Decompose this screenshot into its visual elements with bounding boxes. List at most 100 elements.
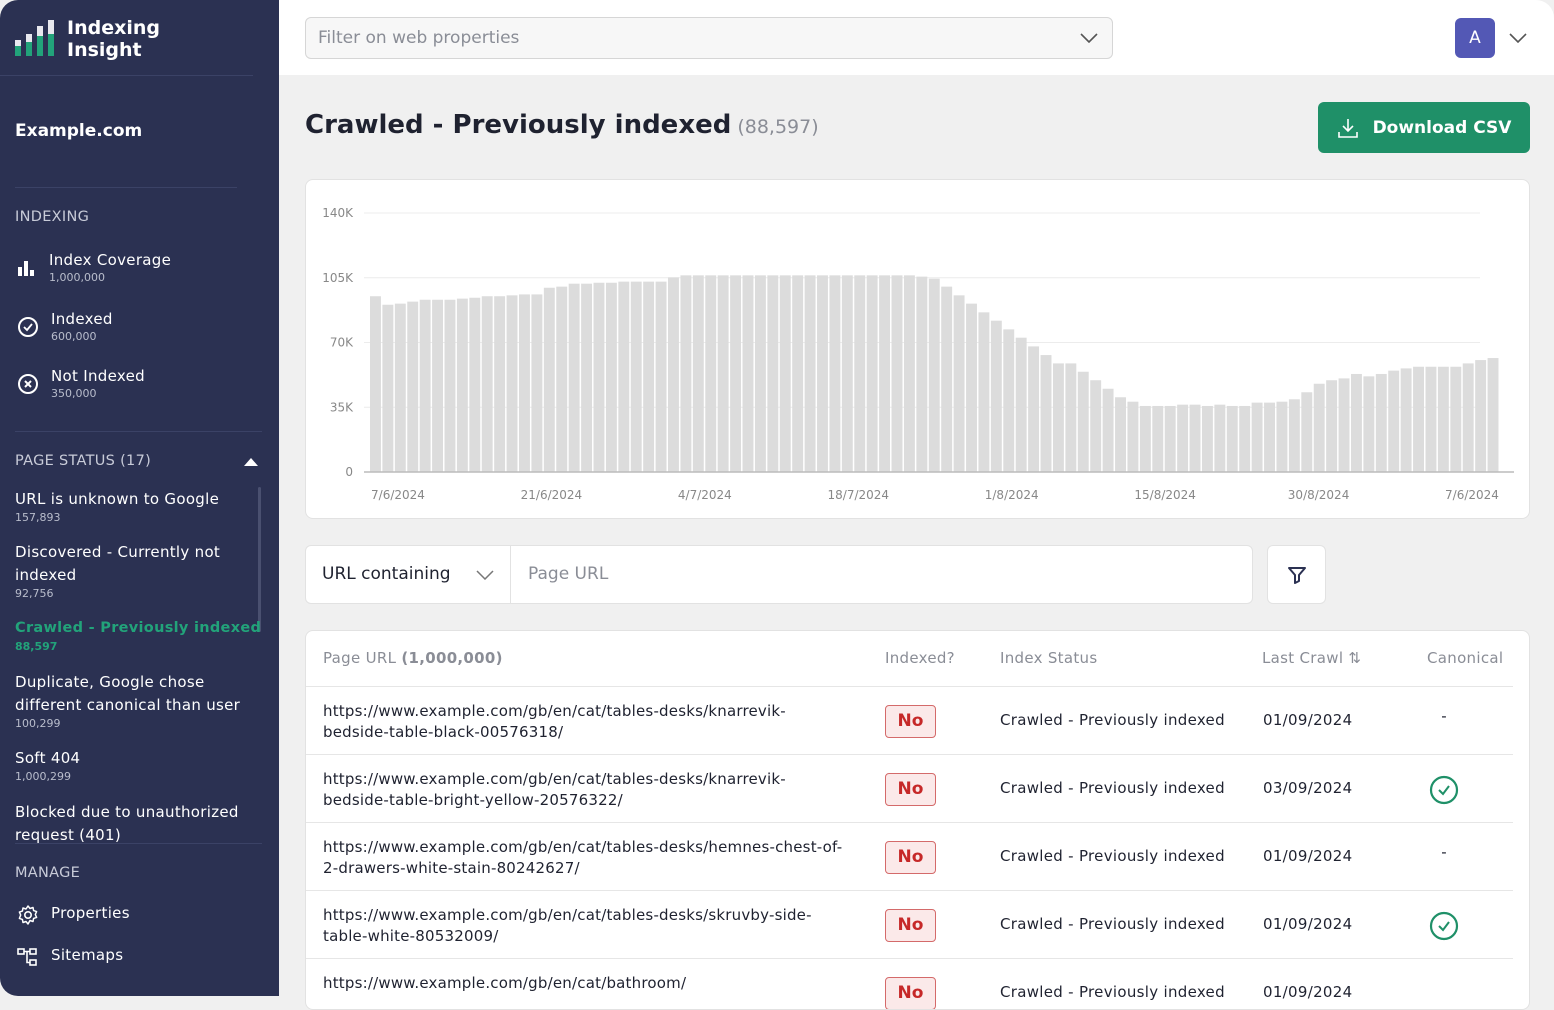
divider [0,75,253,76]
bar [1450,366,1462,472]
bar [953,295,965,472]
page-status-item[interactable]: Soft 404 1,000,299 [15,747,255,783]
nav-properties[interactable]: Properties [17,904,130,926]
x-tick-label: 7/6/2024 [1445,488,1499,502]
table-row[interactable]: https://www.example.com/gb/en/cat/bathro… [306,958,1513,1009]
scrollbar[interactable] [258,487,261,632]
last-crawl: 01/09/2024 [1263,983,1353,1001]
y-tick-label: 70K [330,336,354,350]
bar [879,275,891,472]
bar [630,281,642,472]
bar [1462,363,1474,472]
bar [1400,368,1412,472]
bar [767,275,779,472]
apply-filter-button[interactable] [1267,545,1326,604]
table-row[interactable]: https://www.example.com/gb/en/cat/tables… [306,890,1513,958]
page-status-item[interactable]: URL is unknown to Google 157,893 [15,488,255,524]
status-label: URL is unknown to Google [15,490,220,508]
page-status-item[interactable]: Discovered - Currently not indexed 92,756 [15,541,255,600]
bar [866,275,878,472]
x-tick-label: 30/8/2024 [1288,488,1350,502]
bar [1326,380,1338,472]
canonical [1426,775,1462,809]
property-name[interactable]: Example.com [15,121,143,141]
bar [1363,376,1375,472]
bar [432,299,444,472]
bar [742,275,754,472]
title-count: (88,597) [737,116,819,138]
bar [730,275,742,472]
download-csv-button[interactable]: Download CSV [1318,102,1530,153]
bar [444,299,456,472]
logo[interactable]: Indexing Insight [15,17,160,61]
bar [618,281,630,472]
bar [394,303,406,472]
bar [481,296,493,472]
bar [1388,370,1400,472]
page-url[interactable]: https://www.example.com/gb/en/cat/tables… [323,770,786,809]
table-row[interactable]: https://www.example.com/gb/en/cat/tables… [306,686,1513,754]
divider [15,843,262,844]
caret-up-icon[interactable] [244,457,258,466]
bar [1276,401,1288,472]
nav-indexed[interactable]: Indexed 600,000 [17,310,113,343]
gear-icon [17,904,39,926]
url-match-select[interactable]: URL containing [305,545,511,604]
page-status-item-active[interactable]: Crawled - Previously indexed 88,597 [15,617,265,653]
col-index-status[interactable]: Index Status [1000,649,1098,667]
last-crawl: 01/09/2024 [1263,711,1353,729]
bar [990,320,1002,472]
avatar[interactable]: A [1455,18,1495,58]
nav-label: Not Indexed [51,367,145,385]
page-status-item[interactable]: Duplicate, Google chose different canoni… [15,671,255,730]
table-row[interactable]: https://www.example.com/gb/en/cat/tables… [306,822,1513,890]
x-tick-label: 15/8/2024 [1134,488,1196,502]
x-tick-label: 4/7/2024 [678,488,732,502]
page-url[interactable]: https://www.example.com/gb/en/cat/tables… [323,906,812,945]
chevron-down-icon[interactable] [1509,33,1527,43]
bar [941,286,953,472]
bar-chart-icon [15,257,37,279]
status-count: 1,000,299 [15,770,71,783]
sort-icon[interactable]: ⇅ [1348,649,1362,667]
sitemap-icon [17,946,39,968]
col-last-crawl[interactable]: Last Crawl ⇅ [1262,649,1362,667]
download-icon [1337,118,1358,138]
bar [1437,366,1449,472]
bar [1077,371,1089,472]
nav-index-coverage[interactable]: Index Coverage 1,000,000 [15,251,171,284]
col-page-url[interactable]: Page URL (1,000,000) [323,649,503,667]
page-url[interactable]: https://www.example.com/gb/en/cat/tables… [323,702,786,741]
last-crawl: 01/09/2024 [1263,847,1353,865]
nav-sitemaps[interactable]: Sitemaps [17,946,123,968]
page-status-item[interactable]: Blocked due to unauthorized request (401… [15,801,245,843]
indexed-badge: No [885,773,936,806]
check-circle-icon [1429,775,1459,805]
bar [1028,346,1040,472]
check-circle-icon [1429,911,1459,941]
table-row[interactable]: https://www.example.com/gb/en/cat/tables… [306,754,1513,822]
url-table: Page URL (1,000,000) Indexed? Index Stat… [305,630,1530,1010]
bar [804,275,816,472]
bar [1164,405,1176,472]
page-url[interactable]: https://www.example.com/gb/en/cat/bathro… [323,974,687,992]
logo-bars-icon [15,20,54,56]
page-url[interactable]: https://www.example.com/gb/en/cat/tables… [323,838,843,877]
status-count: 157,893 [15,511,61,524]
col-canonical[interactable]: Canonical [1427,649,1504,667]
divider [15,187,237,188]
status-count: 100,299 [15,717,61,730]
page-title: Crawled - Previously indexed (88,597) [305,110,819,140]
web-properties-filter[interactable]: Filter on web properties [305,17,1113,59]
bar [419,299,431,472]
bar [705,275,717,472]
bar [891,275,903,472]
select-value: URL containing [322,564,451,584]
status-label: Soft 404 [15,749,81,767]
index-status: Crawled - Previously indexed [1000,779,1225,797]
nav-not-indexed[interactable]: Not Indexed 350,000 [17,367,145,400]
page-url-input[interactable]: Page URL [510,545,1253,604]
col-indexed[interactable]: Indexed? [885,649,955,667]
bar [1139,405,1151,472]
index-status: Crawled - Previously indexed [1000,847,1225,865]
